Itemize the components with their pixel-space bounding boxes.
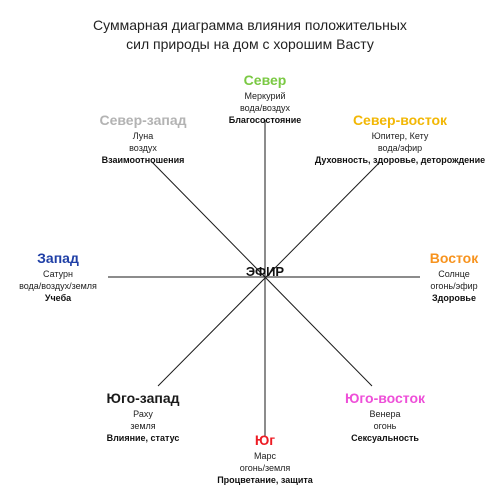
node-north: Север Меркурий вода/воздух Благосостояни… (205, 72, 325, 126)
planet-text: Раху (133, 409, 153, 419)
node-southeast: Юго-восток Венера огонь Сексуальность (330, 390, 440, 444)
influence-text: Сексуальность (351, 433, 419, 443)
influence-text: Благосостояние (228, 115, 302, 125)
element-text: огонь/земля (239, 463, 291, 473)
node-west: Запад Сатурн вода/воздух/земля Учеба (8, 250, 108, 304)
influence-text: Духовность, здоровье, деторождение (314, 155, 486, 165)
influence-text: Процветание, защита (217, 475, 313, 485)
element-text: вода/эфир (377, 143, 423, 153)
direction-name: Север-запад (99, 112, 187, 128)
element-text: земля (130, 421, 156, 431)
direction-name: Север-восток (352, 112, 448, 128)
axis-ne-sw (157, 161, 381, 387)
title-line-2: сил природы на дом с хорошим Васту (126, 36, 374, 52)
planet-text: Юпитер, Кету (371, 131, 429, 141)
influence-text: Влияние, статус (106, 433, 180, 443)
influence-text: Здоровье (432, 293, 476, 303)
direction-name: Восток (429, 250, 479, 266)
direction-name: Запад (37, 250, 79, 266)
element-text: огонь/эфир (430, 281, 478, 291)
element-text: воздух (129, 143, 157, 153)
influence-text: Взаимоотношения (101, 155, 185, 165)
planet-text: Венера (369, 409, 401, 419)
element-text: огонь (373, 421, 397, 431)
node-south: Юг Марс огонь/земля Процветание, защита (200, 432, 330, 486)
title-line-1: Суммарная диаграмма влияния положительны… (93, 17, 407, 33)
planet-text: Сатурн (42, 269, 73, 279)
axis-nw-se (151, 161, 373, 387)
planet-text: Луна (132, 131, 154, 141)
node-northwest: Север-запад Луна воздух Взаимоотношения (88, 112, 198, 166)
planet-text: Солнце (438, 269, 470, 279)
node-southwest: Юго-запад Раху земля Влияние, статус (93, 390, 193, 444)
planet-text: Меркурий (244, 91, 286, 101)
diagram-title: Суммарная диаграмма влияния положительны… (0, 16, 500, 54)
node-northeast: Север-восток Юпитер, Кету вода/эфир Духо… (300, 112, 500, 166)
planet-text: Марс (253, 451, 277, 461)
influence-text: Учеба (44, 293, 72, 303)
node-east: Восток Солнце огонь/эфир Здоровье (412, 250, 496, 304)
direction-name: Юго-восток (344, 390, 426, 406)
direction-name: Север (243, 72, 287, 88)
element-text: вода/воздух/земля (19, 281, 97, 291)
direction-name: Юг (254, 432, 276, 448)
direction-name: Юго-запад (106, 390, 180, 406)
element-text: вода/воздух (239, 103, 290, 113)
center-label: ЭФИР (245, 264, 285, 279)
